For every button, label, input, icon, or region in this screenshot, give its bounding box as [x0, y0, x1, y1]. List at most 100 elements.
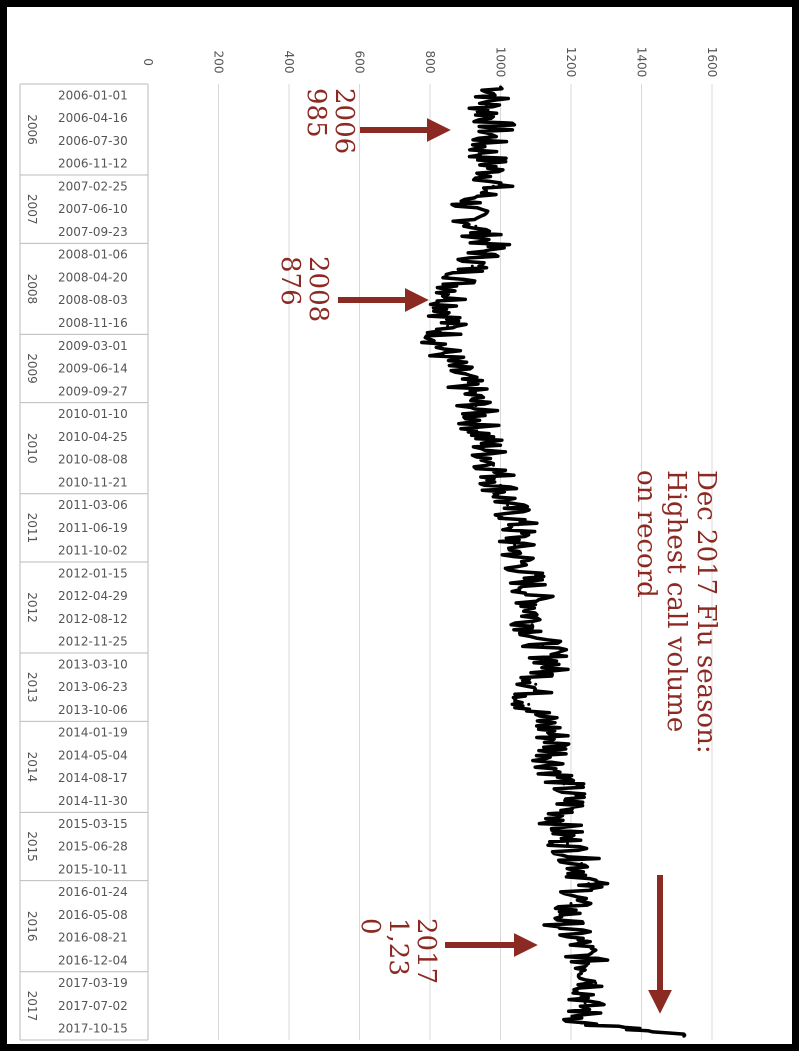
data-point [576, 941, 580, 945]
data-point [594, 981, 598, 985]
date-tick-label: 2014-11-30 [58, 794, 128, 808]
annotation-2006: 2006 985 [301, 88, 359, 154]
year-group-label: 2015 [25, 831, 39, 862]
date-tick-label: 2016-01-24 [58, 885, 128, 899]
date-tick-label: 2011-06-19 [58, 521, 128, 535]
annotation-2017-line-3: 0 [355, 918, 385, 935]
data-point [449, 304, 453, 308]
annotation-2006-line-1: 2006 [329, 88, 359, 154]
year-group-label: 2006 [25, 114, 39, 145]
date-tick-label: 2016-12-04 [58, 953, 128, 967]
data-point [493, 125, 497, 129]
data-point [499, 85, 502, 89]
data-point [449, 364, 453, 368]
data-point [562, 921, 566, 925]
year-group-label: 2016 [25, 911, 39, 942]
date-tick-label: 2010-04-25 [58, 430, 128, 444]
series-layer [420, 85, 687, 1038]
date-tick-label: 2009-09-27 [58, 384, 128, 398]
date-tick-label: 2015-03-15 [58, 817, 128, 831]
data-point [490, 165, 494, 169]
data-point [562, 782, 566, 786]
data-point [491, 463, 495, 467]
date-tick-label: 2015-06-28 [58, 840, 128, 854]
year-group-label: 2012 [25, 592, 39, 623]
date-tick-label: 2015-10-11 [58, 862, 128, 876]
data-point [530, 623, 534, 627]
value-axis-ticks: 0 200 400 600 800 1000 1200 1400 1600 [141, 47, 719, 78]
annotation-dec-2017: Dec 2017 Flu season: Highest call volume… [631, 470, 721, 754]
value-tick-label: 400 [282, 51, 296, 74]
data-point [463, 204, 467, 208]
year-group-label: 2014 [25, 752, 39, 783]
date-tick-label: 2009-06-14 [58, 362, 128, 376]
data-point [555, 742, 559, 746]
value-tick-label: 1400 [635, 47, 649, 78]
value-tick-label: 1000 [494, 47, 508, 78]
year-group-label: 2008 [25, 274, 39, 305]
value-tick-label: 0 [141, 58, 155, 66]
date-tick-label: 2016-05-08 [58, 908, 128, 922]
annotation-dec-2017-line-2: Highest call volume [661, 470, 691, 732]
date-tick-label: 2010-01-10 [58, 407, 128, 421]
year-group-label: 2007 [25, 194, 39, 225]
date-tick-label: 2008-08-03 [58, 293, 128, 307]
annotation-2017-line-2: 1,23 [383, 918, 413, 976]
data-point [474, 224, 478, 228]
date-tick-label: 2013-03-10 [58, 657, 128, 671]
data-point [534, 682, 538, 686]
data-point [439, 344, 443, 348]
data-point [551, 662, 555, 666]
value-tick-label: 800 [423, 51, 437, 74]
date-tick-label: 2014-05-04 [58, 748, 128, 762]
data-point [587, 961, 591, 965]
value-tick-label: 600 [353, 51, 367, 74]
annotation-2008-line-2: 876 [275, 256, 305, 306]
annotation-2017-line-1: 2017 [411, 918, 441, 984]
annotation-dec-2017-line-3: on record [631, 470, 661, 598]
data-point [499, 483, 502, 487]
annotation-2008-line-1: 2008 [303, 256, 333, 322]
data-point [470, 264, 474, 268]
data-point [481, 145, 485, 149]
date-tick-label: 2014-08-17 [58, 771, 128, 785]
data-point [541, 643, 545, 647]
date-tick-label: 2008-01-06 [58, 248, 128, 262]
data-point [474, 404, 478, 408]
annotation-2008: 2008 876 [275, 256, 333, 322]
year-group-label: 2013 [25, 672, 39, 703]
date-tick-label: 2007-06-10 [58, 202, 128, 216]
date-tick-label: 2010-11-21 [58, 475, 128, 489]
date-tick-label: 2016-08-21 [58, 931, 128, 945]
category-axis: 2006-01-01 2006-04-16 2006-07-30 2006-11-12… [19, 83, 149, 1041]
date-tick-label: 2007-09-23 [58, 225, 128, 239]
data-point [513, 543, 517, 547]
date-tick-label: 2008-04-20 [58, 270, 128, 284]
data-point [682, 1034, 686, 1038]
data-point [484, 443, 488, 447]
date-tick-label: 2011-10-02 [58, 544, 128, 558]
data-point [580, 862, 584, 866]
date-tick-label: 2006-01-01 [58, 88, 128, 102]
data-point [587, 882, 591, 886]
date-tick-label: 2012-11-25 [58, 635, 128, 649]
data-point [455, 284, 459, 288]
date-tick-label: 2013-06-23 [58, 680, 128, 694]
date-tick-label: 2014-01-19 [58, 726, 128, 740]
year-group-label: 2011 [25, 513, 39, 544]
data-point [516, 523, 520, 527]
date-tick-label: 2017-10-15 [58, 1022, 128, 1036]
annotation-arrows [338, 118, 672, 1014]
data-point [534, 603, 538, 607]
date-tick-label: 2012-04-29 [58, 589, 128, 603]
date-tick-label: 2012-08-12 [58, 612, 128, 626]
data-point [527, 702, 531, 706]
data-point [484, 105, 488, 109]
date-tick-label: 2006-11-12 [58, 157, 128, 171]
data-point [569, 802, 573, 806]
year-group-label: 2017 [25, 991, 39, 1022]
annotation-dec-2017-line-1: Dec 2017 Flu season: [691, 470, 721, 754]
data-point [506, 503, 510, 507]
date-tick-label: 2012-01-15 [58, 566, 128, 580]
data-point [527, 583, 531, 587]
